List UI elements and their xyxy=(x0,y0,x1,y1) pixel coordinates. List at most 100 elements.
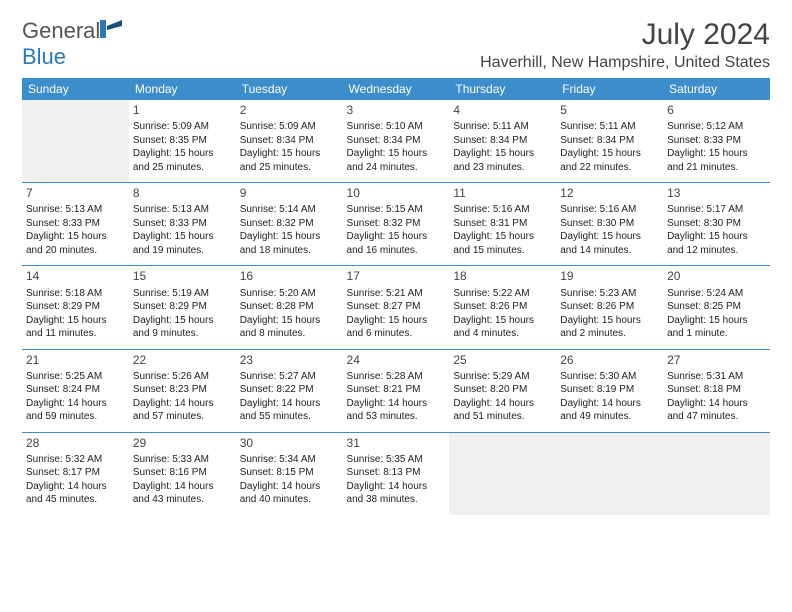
calendar-day: 23Sunrise: 5:27 AMSunset: 8:22 PMDayligh… xyxy=(236,349,343,432)
sunrise-text: Sunrise: 5:35 AM xyxy=(347,453,446,467)
daylight-text: Daylight: 15 hours and 15 minutes. xyxy=(453,230,552,257)
day-number: 11 xyxy=(453,185,552,201)
day-number: 3 xyxy=(347,102,446,118)
logo-flag-icon xyxy=(100,20,122,38)
sunrise-text: Sunrise: 5:20 AM xyxy=(240,287,339,301)
sunrise-text: Sunrise: 5:21 AM xyxy=(347,287,446,301)
daylight-text: Daylight: 15 hours and 16 minutes. xyxy=(347,230,446,257)
calendar-table: SundayMondayTuesdayWednesdayThursdayFrid… xyxy=(22,78,770,515)
logo-text: GeneralBlue xyxy=(22,18,122,70)
calendar-day: 12Sunrise: 5:16 AMSunset: 8:30 PMDayligh… xyxy=(556,183,663,266)
sunset-text: Sunset: 8:16 PM xyxy=(133,466,232,480)
logo-part2: Blue xyxy=(22,44,66,69)
sunset-text: Sunset: 8:26 PM xyxy=(560,300,659,314)
day-number: 21 xyxy=(26,352,125,368)
daylight-text: Daylight: 14 hours and 49 minutes. xyxy=(560,397,659,424)
day-number: 7 xyxy=(26,185,125,201)
calendar-day: 26Sunrise: 5:30 AMSunset: 8:19 PMDayligh… xyxy=(556,349,663,432)
sunset-text: Sunset: 8:21 PM xyxy=(347,383,446,397)
sunrise-text: Sunrise: 5:11 AM xyxy=(560,120,659,134)
day-number: 5 xyxy=(560,102,659,118)
weekday-header: Tuesday xyxy=(236,78,343,100)
sunset-text: Sunset: 8:22 PM xyxy=(240,383,339,397)
sunset-text: Sunset: 8:17 PM xyxy=(26,466,125,480)
day-number: 10 xyxy=(347,185,446,201)
day-number: 16 xyxy=(240,268,339,284)
weekday-header: Friday xyxy=(556,78,663,100)
sunrise-text: Sunrise: 5:33 AM xyxy=(133,453,232,467)
calendar-day: 2Sunrise: 5:09 AMSunset: 8:34 PMDaylight… xyxy=(236,100,343,183)
sunset-text: Sunset: 8:13 PM xyxy=(347,466,446,480)
calendar-day xyxy=(556,432,663,515)
day-number: 8 xyxy=(133,185,232,201)
sunset-text: Sunset: 8:33 PM xyxy=(667,134,766,148)
calendar-day: 9Sunrise: 5:14 AMSunset: 8:32 PMDaylight… xyxy=(236,183,343,266)
calendar-day: 14Sunrise: 5:18 AMSunset: 8:29 PMDayligh… xyxy=(22,266,129,349)
day-number: 20 xyxy=(667,268,766,284)
day-number: 14 xyxy=(26,268,125,284)
sunrise-text: Sunrise: 5:24 AM xyxy=(667,287,766,301)
day-number: 9 xyxy=(240,185,339,201)
daylight-text: Daylight: 15 hours and 12 minutes. xyxy=(667,230,766,257)
sunset-text: Sunset: 8:32 PM xyxy=(347,217,446,231)
sunset-text: Sunset: 8:15 PM xyxy=(240,466,339,480)
calendar-day: 16Sunrise: 5:20 AMSunset: 8:28 PMDayligh… xyxy=(236,266,343,349)
day-number: 19 xyxy=(560,268,659,284)
sunset-text: Sunset: 8:33 PM xyxy=(26,217,125,231)
sunrise-text: Sunrise: 5:12 AM xyxy=(667,120,766,134)
calendar-day xyxy=(663,432,770,515)
sunrise-text: Sunrise: 5:32 AM xyxy=(26,453,125,467)
daylight-text: Daylight: 15 hours and 4 minutes. xyxy=(453,314,552,341)
daylight-text: Daylight: 15 hours and 2 minutes. xyxy=(560,314,659,341)
daylight-text: Daylight: 14 hours and 40 minutes. xyxy=(240,480,339,507)
calendar-day: 7 Sunrise: 5:13 AMSunset: 8:33 PMDaylight… xyxy=(22,183,129,266)
calendar-day: 13Sunrise: 5:17 AMSunset: 8:30 PMDayligh… xyxy=(663,183,770,266)
sunrise-text: Sunrise: 5:13 AM xyxy=(26,203,125,217)
day-number: 4 xyxy=(453,102,552,118)
page-header: GeneralBlue July 2024 Haverhill, New Ham… xyxy=(22,18,770,72)
day-number: 17 xyxy=(347,268,446,284)
calendar-day: 24Sunrise: 5:28 AMSunset: 8:21 PMDayligh… xyxy=(343,349,450,432)
calendar-week: 7Sunrise: 5:13 AMSunset: 8:33 PMDaylight… xyxy=(22,183,770,266)
sunset-text: Sunset: 8:29 PM xyxy=(133,300,232,314)
daylight-text: Daylight: 15 hours and 24 minutes. xyxy=(347,147,446,174)
calendar-week: 21Sunrise: 5:25 AMSunset: 8:24 PMDayligh… xyxy=(22,349,770,432)
sunrise-text: Sunrise: 5:16 AM xyxy=(560,203,659,217)
day-number: 15 xyxy=(133,268,232,284)
day-number: 12 xyxy=(560,185,659,201)
calendar-day: 3Sunrise: 5:10 AMSunset: 8:34 PMDaylight… xyxy=(343,100,450,183)
calendar-day: 22Sunrise: 5:26 AMSunset: 8:23 PMDayligh… xyxy=(129,349,236,432)
sunset-text: Sunset: 8:31 PM xyxy=(453,217,552,231)
calendar-day: 4Sunrise: 5:11 AMSunset: 8:34 PMDaylight… xyxy=(449,100,556,183)
calendar-week: 28 Sunrise: 5:32 AMSunset: 8:17 PM Dayligh… xyxy=(22,432,770,515)
day-number: 1 xyxy=(133,102,232,118)
calendar-day: 21Sunrise: 5:25 AMSunset: 8:24 PMDayligh… xyxy=(22,349,129,432)
daylight-text: Daylight: 15 hours and 14 minutes. xyxy=(560,230,659,257)
sunset-text: Sunset: 8:34 PM xyxy=(560,134,659,148)
calendar-day: 10Sunrise: 5:15 AMSunset: 8:32 PMDayligh… xyxy=(343,183,450,266)
sunrise-text: Sunrise: 5:22 AM xyxy=(453,287,552,301)
sunset-text: Sunset: 8:23 PM xyxy=(133,383,232,397)
sunrise-text: Sunrise: 5:17 AM xyxy=(667,203,766,217)
calendar-day: 30Sunrise: 5:34 AMSunset: 8:15 PMDayligh… xyxy=(236,432,343,515)
calendar-day: 31Sunrise: 5:35 AMSunset: 8:13 PMDayligh… xyxy=(343,432,450,515)
calendar-week: 1Sunrise: 5:09 AMSunset: 8:35 PMDaylight… xyxy=(22,100,770,183)
day-number: 28 xyxy=(26,435,125,451)
sunrise-text: Sunrise: 5:28 AM xyxy=(347,370,446,384)
calendar-day: 19Sunrise: 5:23 AMSunset: 8:26 PMDayligh… xyxy=(556,266,663,349)
sunset-text: Sunset: 8:30 PM xyxy=(667,217,766,231)
logo-part1: General xyxy=(22,18,100,43)
daylight-text: Daylight: 15 hours and 20 minutes. xyxy=(26,230,125,257)
calendar-day: 1Sunrise: 5:09 AMSunset: 8:35 PMDaylight… xyxy=(129,100,236,183)
calendar-day xyxy=(22,100,129,183)
day-number: 26 xyxy=(560,352,659,368)
title-block: July 2024 Haverhill, New Hampshire, Unit… xyxy=(480,18,770,72)
day-number: 27 xyxy=(667,352,766,368)
day-number: 23 xyxy=(240,352,339,368)
calendar-day: 20Sunrise: 5:24 AMSunset: 8:25 PMDayligh… xyxy=(663,266,770,349)
daylight-text: Daylight: 15 hours and 19 minutes. xyxy=(133,230,232,257)
sunset-text: Sunset: 8:34 PM xyxy=(347,134,446,148)
location-text: Haverhill, New Hampshire, United States xyxy=(480,54,770,72)
calendar-week: 14Sunrise: 5:18 AMSunset: 8:29 PMDayligh… xyxy=(22,266,770,349)
daylight-text: Daylight: 14 hours and 53 minutes. xyxy=(347,397,446,424)
